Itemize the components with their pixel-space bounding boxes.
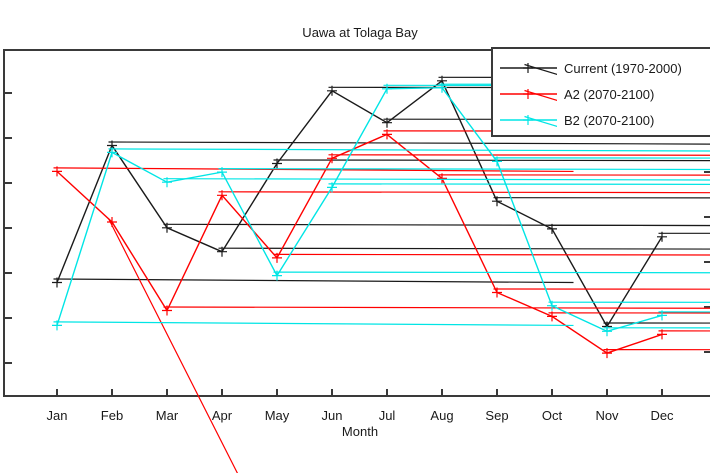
data-marker-current-mar [162, 222, 710, 233]
data-marker-current-jan [52, 277, 574, 288]
data-marker-current-apr [217, 246, 710, 257]
data-marker-b2-oct [547, 300, 710, 311]
legend-sample-current [500, 63, 557, 76]
x-axis-title: Month [341, 424, 379, 439]
data-marker-b2-jan [52, 320, 574, 331]
data-marker-a2-oct [547, 311, 710, 322]
data-marker-a2-may [272, 252, 710, 263]
x-tick-label: Oct [542, 408, 563, 423]
x-tick-label: Nov [595, 408, 619, 423]
data-marker-b2-may [272, 270, 710, 281]
legend-marker-current [523, 63, 557, 76]
series-line-a2 [56, 133, 663, 354]
data-marker-b2-mar [162, 177, 710, 188]
x-tick-label: Dec [650, 408, 674, 423]
data-marker-a2-feb [107, 217, 239, 473]
data-marker-b2-feb [107, 147, 710, 158]
data-marker-b2-apr [217, 167, 710, 178]
legend-label-b2: B2 (2070-2100) [564, 112, 655, 128]
legend-item-a2: A2 (2070-2100) [500, 81, 710, 107]
data-marker-a2-jun [327, 153, 710, 164]
data-marker-current-dec [657, 231, 710, 242]
data-marker-a2-sep [492, 287, 710, 298]
data-marker-a2-nov [602, 348, 710, 359]
data-marker-b2-jul [382, 83, 710, 94]
legend-marker-a2 [523, 89, 557, 102]
data-marker-current-may [272, 158, 710, 169]
series-line-b2 [56, 86, 663, 333]
x-tick-label: Jan [47, 408, 68, 423]
x-tick-label: Feb [101, 408, 123, 423]
data-marker-current-oct [547, 223, 710, 234]
x-tick-label: Mar [156, 408, 179, 423]
legend-marker-b2 [523, 115, 557, 128]
x-tick-label: Apr [212, 408, 233, 423]
data-marker-b2-nov [602, 326, 710, 337]
legend-label-a2: A2 (2070-2100) [564, 86, 655, 102]
legend-label-current: Current (1970-2000) [564, 60, 682, 76]
legend-item-current: Current (1970-2000) [500, 55, 710, 81]
x-tick-label: May [265, 408, 290, 423]
x-tick-label: Sep [485, 408, 508, 423]
data-marker-a2-dec [657, 329, 710, 340]
data-marker-a2-apr [217, 190, 710, 201]
x-tick-label: Jul [379, 408, 396, 423]
data-marker-b2-dec [657, 310, 710, 321]
data-marker-a2-aug [437, 173, 710, 184]
data-marker-b2-sep [492, 156, 710, 167]
series-line-current [56, 79, 663, 328]
data-marker-a2-mar [162, 305, 710, 316]
data-marker-current-sep [492, 196, 710, 207]
legend: Current (1970-2000) A2 (2070-2100) B2 (207… [491, 47, 710, 137]
legend-sample-b2 [500, 115, 557, 128]
data-marker-current-jul [382, 117, 710, 128]
data-marker-a2-jul [382, 129, 710, 140]
x-tick-label: Jun [322, 408, 343, 423]
legend-sample-a2 [500, 89, 557, 102]
data-marker-b2-jun [327, 182, 710, 193]
data-marker-b2-aug [437, 82, 710, 93]
x-tick-label: Aug [430, 408, 453, 423]
data-marker-current-nov [602, 321, 710, 332]
legend-item-b2: B2 (2070-2100) [500, 107, 710, 133]
data-marker-current-jun [327, 85, 710, 96]
chart-title: Uawa at Tolaga Bay [302, 25, 418, 40]
data-marker-a2-jan [52, 166, 574, 177]
